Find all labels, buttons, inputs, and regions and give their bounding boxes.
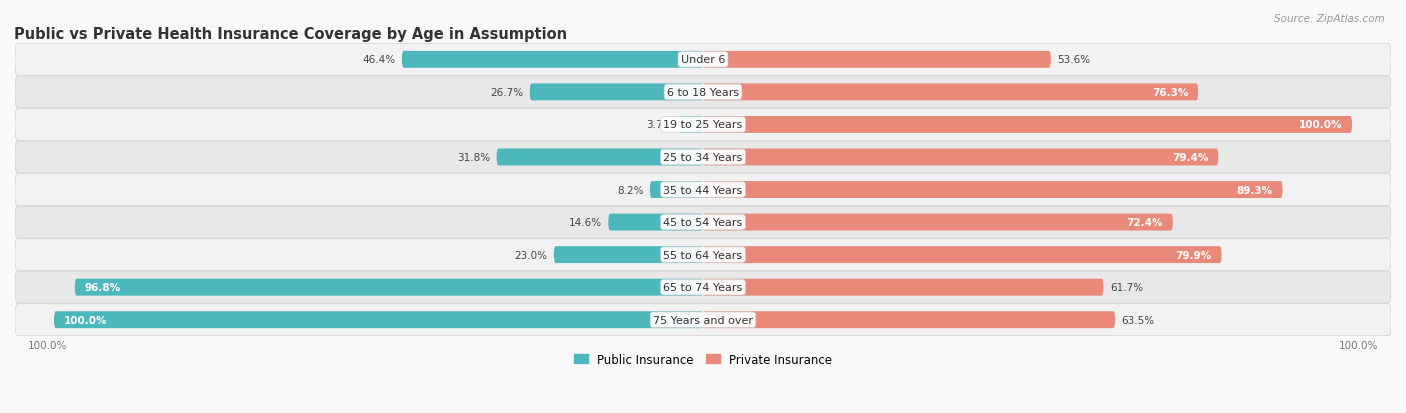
FancyBboxPatch shape	[15, 174, 1391, 206]
Text: 6 to 18 Years: 6 to 18 Years	[666, 88, 740, 97]
Text: 46.4%: 46.4%	[363, 55, 395, 65]
FancyBboxPatch shape	[703, 279, 1104, 296]
FancyBboxPatch shape	[530, 84, 703, 101]
FancyBboxPatch shape	[15, 304, 1391, 336]
Text: 35 to 44 Years: 35 to 44 Years	[664, 185, 742, 195]
Text: 89.3%: 89.3%	[1237, 185, 1272, 195]
Text: 75 Years and over: 75 Years and over	[652, 315, 754, 325]
Text: Source: ZipAtlas.com: Source: ZipAtlas.com	[1274, 14, 1385, 24]
Text: 100.0%: 100.0%	[28, 340, 67, 350]
Text: 23.0%: 23.0%	[515, 250, 547, 260]
Text: 31.8%: 31.8%	[457, 152, 491, 163]
Text: 65 to 74 Years: 65 to 74 Years	[664, 282, 742, 292]
Text: 76.3%: 76.3%	[1152, 88, 1188, 97]
FancyBboxPatch shape	[402, 52, 703, 69]
Text: 3.7%: 3.7%	[645, 120, 672, 130]
Text: 100.0%: 100.0%	[63, 315, 107, 325]
Text: 53.6%: 53.6%	[1057, 55, 1091, 65]
Text: 72.4%: 72.4%	[1126, 218, 1163, 228]
FancyBboxPatch shape	[75, 279, 703, 296]
FancyBboxPatch shape	[703, 117, 1353, 133]
Text: 96.8%: 96.8%	[84, 282, 121, 292]
FancyBboxPatch shape	[703, 311, 1115, 328]
Text: 63.5%: 63.5%	[1122, 315, 1154, 325]
FancyBboxPatch shape	[15, 239, 1391, 271]
FancyBboxPatch shape	[496, 149, 703, 166]
FancyBboxPatch shape	[609, 214, 703, 231]
Text: 45 to 54 Years: 45 to 54 Years	[664, 218, 742, 228]
FancyBboxPatch shape	[703, 149, 1219, 166]
Text: 79.4%: 79.4%	[1173, 152, 1209, 163]
Text: 26.7%: 26.7%	[491, 88, 523, 97]
FancyBboxPatch shape	[15, 272, 1391, 304]
FancyBboxPatch shape	[15, 44, 1391, 76]
Text: 8.2%: 8.2%	[617, 185, 644, 195]
FancyBboxPatch shape	[703, 84, 1198, 101]
FancyBboxPatch shape	[15, 206, 1391, 238]
FancyBboxPatch shape	[703, 52, 1050, 69]
Text: 19 to 25 Years: 19 to 25 Years	[664, 120, 742, 130]
Text: Public vs Private Health Insurance Coverage by Age in Assumption: Public vs Private Health Insurance Cover…	[14, 27, 567, 42]
FancyBboxPatch shape	[703, 214, 1173, 231]
FancyBboxPatch shape	[554, 247, 703, 263]
Legend: Public Insurance, Private Insurance: Public Insurance, Private Insurance	[569, 348, 837, 370]
Text: 100.0%: 100.0%	[1339, 340, 1378, 350]
FancyBboxPatch shape	[703, 182, 1282, 199]
FancyBboxPatch shape	[15, 142, 1391, 173]
FancyBboxPatch shape	[703, 247, 1222, 263]
Text: 79.9%: 79.9%	[1175, 250, 1212, 260]
Text: 61.7%: 61.7%	[1109, 282, 1143, 292]
FancyBboxPatch shape	[15, 77, 1391, 109]
FancyBboxPatch shape	[650, 182, 703, 199]
FancyBboxPatch shape	[15, 109, 1391, 141]
Text: 25 to 34 Years: 25 to 34 Years	[664, 152, 742, 163]
FancyBboxPatch shape	[53, 311, 703, 328]
Text: 55 to 64 Years: 55 to 64 Years	[664, 250, 742, 260]
FancyBboxPatch shape	[679, 117, 703, 133]
Text: 14.6%: 14.6%	[568, 218, 602, 228]
Text: 100.0%: 100.0%	[1299, 120, 1343, 130]
Text: Under 6: Under 6	[681, 55, 725, 65]
